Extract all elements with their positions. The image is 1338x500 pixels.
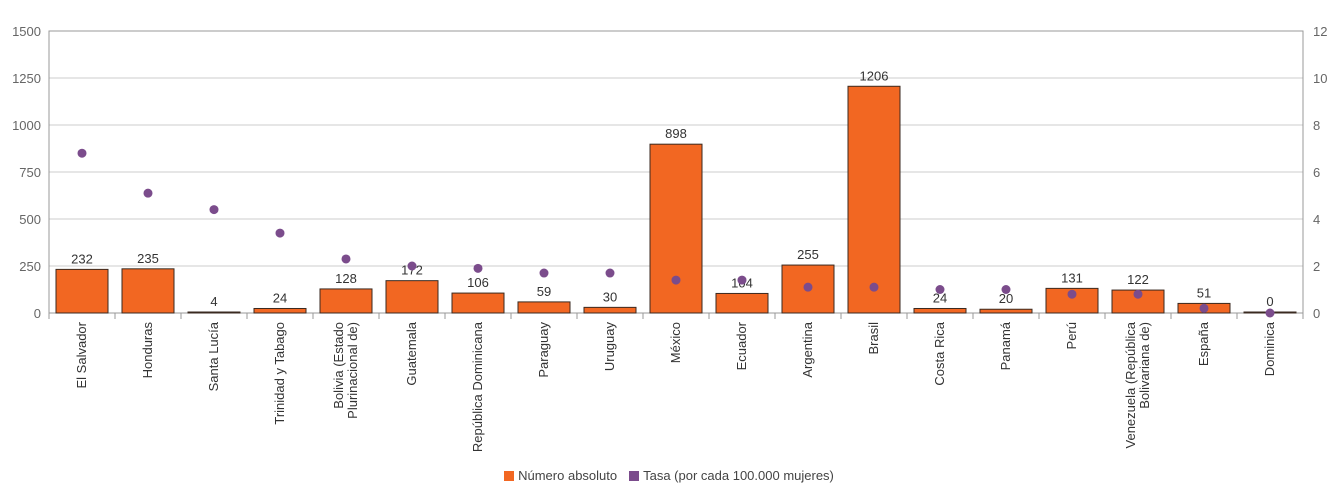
bar: [649, 143, 703, 314]
category-label: Uruguay: [602, 322, 617, 372]
bar-value-label: 235: [137, 251, 159, 266]
legend-label-absolute: Número absoluto: [518, 468, 618, 483]
y-left-tick-label: 0: [34, 306, 41, 321]
rate-point: [539, 268, 549, 278]
bar: [979, 308, 1033, 314]
bar-value-label: 59: [537, 284, 551, 299]
y-right-tick-label: 0: [1313, 306, 1320, 321]
y-right-tick-label: 2: [1313, 259, 1320, 274]
rate-point: [737, 275, 747, 285]
bar-value-label: 4: [210, 294, 217, 309]
category-label: Honduras: [140, 322, 155, 379]
y-right-tick-label: 4: [1313, 212, 1320, 227]
category-label: Guatemala: [404, 321, 419, 385]
rate-point: [209, 205, 219, 215]
bar: [55, 268, 109, 314]
rate-point: [869, 282, 879, 292]
category-label: Argentina: [800, 321, 815, 377]
bar: [121, 268, 175, 314]
rate-point: [341, 254, 351, 264]
rate-point: [1067, 289, 1077, 299]
bar-value-label: 255: [797, 247, 819, 262]
legend-label-rate: Tasa (por cada 100.000 mujeres): [643, 468, 834, 483]
rate-point: [275, 228, 285, 238]
y-left-tick-label: 1250: [12, 71, 41, 86]
legend-swatch-rate: [629, 470, 640, 481]
category-label: Bolivia (Estado: [331, 322, 346, 409]
rate-point: [605, 268, 615, 278]
rate-point: [1199, 303, 1209, 313]
bar: [319, 288, 373, 314]
y-right-tick-label: 6: [1313, 165, 1320, 180]
category-label: Panamá: [998, 321, 1013, 370]
bar: [187, 311, 241, 314]
category-label: El Salvador: [74, 321, 89, 388]
y-left-tick-label: 1000: [12, 118, 41, 133]
category-label: Ecuador: [734, 321, 749, 370]
legend: Número absoluto Tasa (por cada 100.000 m…: [0, 468, 1338, 483]
rate-point: [803, 282, 813, 292]
rate-point: [77, 148, 87, 158]
rate-point: [1265, 308, 1275, 318]
bar-value-label: 128: [335, 271, 357, 286]
bar: [583, 306, 637, 314]
bar: [451, 292, 505, 314]
category-label: Bolivariana de): [1137, 322, 1152, 409]
category-label: República Dominicana: [470, 321, 485, 452]
bar-value-label: 0: [1266, 294, 1273, 309]
bar-value-label: 131: [1061, 270, 1083, 285]
rate-point: [671, 275, 681, 285]
category-label: Santa Lucía: [206, 321, 221, 391]
y-right-tick-label: 8: [1313, 118, 1320, 133]
rate-point: [935, 285, 945, 294]
bar: [385, 280, 439, 314]
category-label: Costa Rica: [932, 321, 947, 385]
rate-point: [1001, 285, 1011, 294]
bar-value-label: 20: [999, 291, 1013, 306]
category-label: Venezuela (República: [1123, 321, 1138, 448]
bar-value-label: 106: [467, 275, 489, 290]
y-right-tick-label: 12: [1313, 24, 1327, 39]
rate-point: [1133, 289, 1143, 299]
bar-value-label: 30: [603, 289, 617, 304]
bar-value-label: 232: [71, 251, 93, 266]
rate-point: [407, 261, 417, 271]
bar-value-label: 51: [1197, 285, 1211, 300]
bar: [517, 301, 571, 314]
bar-value-label: 24: [273, 290, 287, 305]
category-label: Trinidad y Tabago: [272, 322, 287, 425]
bar: [847, 85, 901, 314]
y-left-tick-label: 500: [19, 212, 41, 227]
category-label: España: [1196, 321, 1211, 366]
y-left-tick-label: 1500: [12, 24, 41, 39]
legend-item-rate[interactable]: Tasa (por cada 100.000 mujeres): [629, 468, 834, 483]
category-label: Brasil: [866, 322, 881, 355]
category-label: Dominica: [1262, 321, 1277, 376]
category-label: Paraguay: [536, 322, 551, 378]
bar: [253, 307, 307, 314]
bar: [913, 307, 967, 314]
category-label: Perú: [1064, 322, 1079, 349]
category-label: México: [668, 322, 683, 363]
rate-point: [473, 263, 483, 273]
bar-value-label: 24: [933, 290, 947, 305]
rate-point: [143, 188, 153, 198]
bar-value-label: 898: [665, 126, 687, 141]
y-left-tick-label: 750: [19, 165, 41, 180]
legend-swatch-absolute: [504, 470, 515, 481]
bar-value-label: 122: [1127, 272, 1149, 287]
bar-value-label: 1206: [860, 68, 889, 83]
category-label: Plurinacional de): [345, 322, 360, 419]
y-right-tick-label: 10: [1313, 71, 1327, 86]
bar: [715, 292, 769, 314]
legend-item-absolute[interactable]: Número absoluto: [504, 468, 617, 483]
y-left-tick-label: 250: [19, 259, 41, 274]
